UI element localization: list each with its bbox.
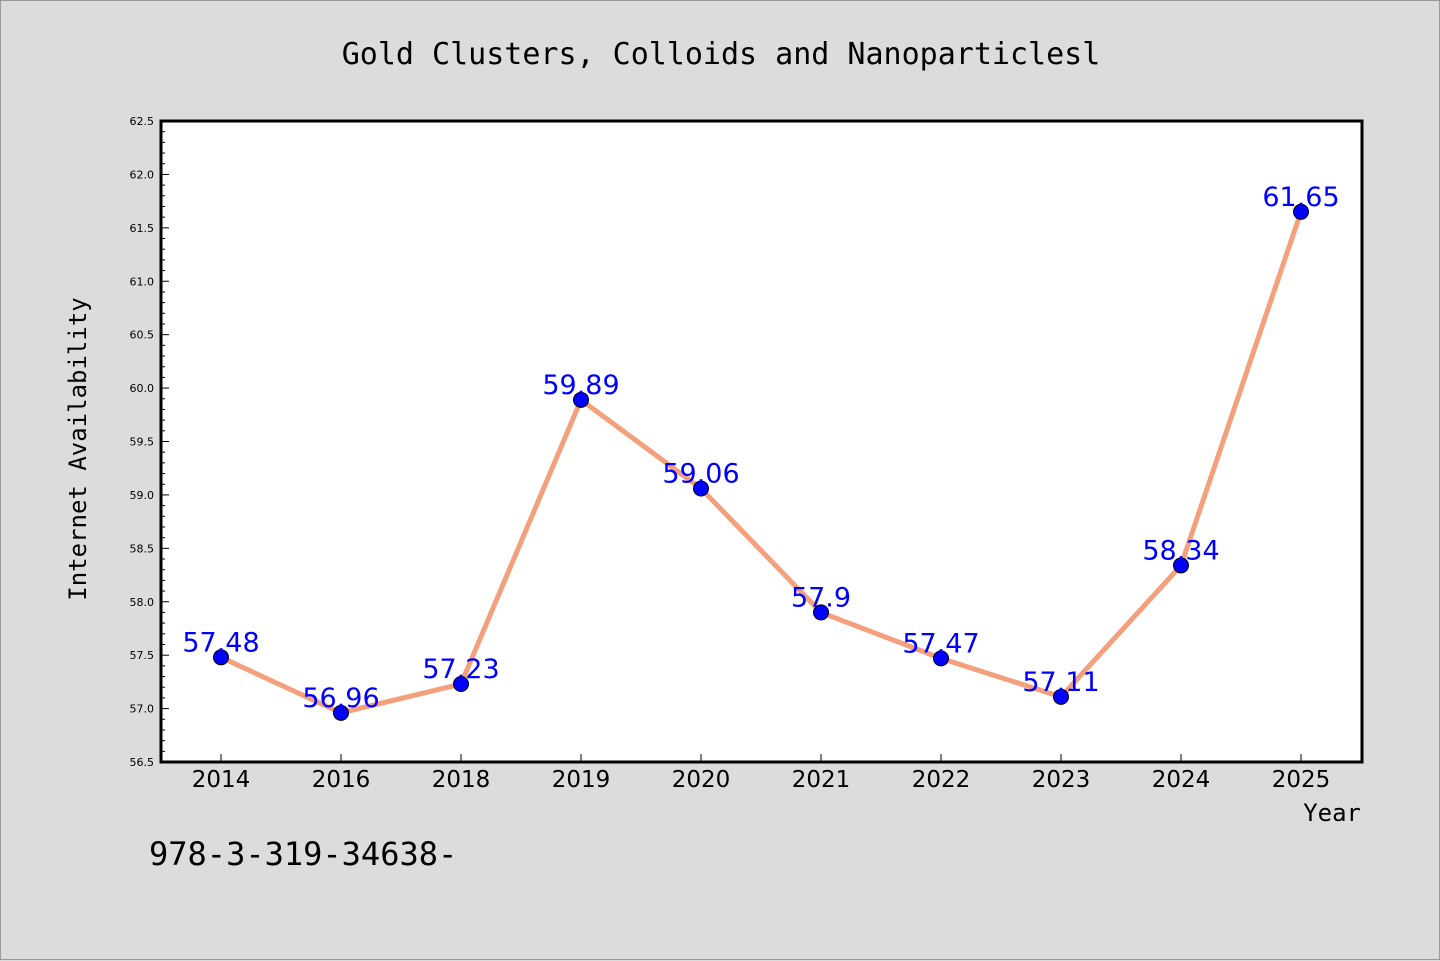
x-tick-label: 2020 [672, 767, 731, 793]
x-tick-label: 2021 [792, 767, 851, 793]
y-tick-label: 59.5 [130, 436, 155, 449]
y-tick-label: 57.0 [130, 703, 155, 716]
x-tick-label: 2018 [432, 767, 491, 793]
data-labels: 57.48 56.96 57.23 59.89 59.06 57.9 57.47 57.11 5… [182, 182, 1339, 714]
data-label: 57.23 [422, 654, 499, 685]
x-tick-label: 2016 [312, 767, 371, 793]
data-point [1053, 688, 1069, 705]
data-point [1173, 557, 1189, 574]
y-tick-label: 59.0 [130, 489, 155, 502]
data-point [813, 604, 829, 621]
plot-area [159, 119, 1364, 764]
y-tick-label: 61.5 [130, 222, 155, 235]
data-point [1293, 203, 1309, 220]
x-tick-label: 2025 [1272, 767, 1331, 793]
data-point [333, 704, 349, 721]
y-tick-label: 60.5 [130, 329, 155, 342]
isbn-annotation: 978-3-319-34638- [149, 835, 457, 873]
data-point [453, 676, 469, 693]
chart-title: Gold Clusters, Colloids and Nanoparticle… [342, 37, 1101, 72]
y-tick-label: 62.0 [130, 168, 155, 181]
data-label: 56.96 [302, 683, 379, 714]
y-tick-label: 58.5 [130, 542, 155, 555]
y-axis-label: Internet Availability [64, 297, 92, 600]
data-point [933, 650, 949, 667]
x-tick-label: 2023 [1032, 767, 1091, 793]
series-line-path [218, 209, 1304, 716]
y-tick-label: 61.0 [130, 275, 155, 288]
data-label: 59.89 [542, 370, 619, 401]
x-tick-label: 2014 [192, 767, 251, 793]
data-point [573, 391, 589, 408]
data-label: 57.9 [791, 582, 851, 613]
data-label: 61.65 [1262, 182, 1339, 213]
data-point [693, 480, 709, 497]
data-label: 59.06 [662, 459, 739, 490]
x-axis-label: Year [1303, 799, 1361, 827]
series-markers [213, 203, 1309, 721]
data-label: 57.48 [182, 627, 259, 658]
data-label: 57.47 [902, 628, 979, 659]
x-axis: 2014 2016 2018 2019 2020 2021 2022 2023 2024 2025 [192, 754, 1331, 793]
data-label: 58.34 [1142, 535, 1219, 566]
y-tick-label: 60.0 [130, 382, 155, 395]
series-line [218, 209, 1304, 716]
y-axis: 56.5 57.0 57.5 58.0 58.5 59.0 59.5 60.0 60.5 61.0… [130, 115, 169, 769]
x-tick-label: 2022 [912, 767, 971, 793]
y-tick-label: 56.5 [130, 756, 155, 769]
y-tick-label: 57.5 [130, 649, 155, 662]
y-tick-label: 62.5 [130, 115, 155, 128]
x-tick-label: 2024 [1152, 767, 1211, 793]
data-point [213, 649, 229, 666]
x-tick-label: 2019 [552, 767, 611, 793]
y-tick-label: 58.0 [130, 596, 155, 609]
data-label: 57.11 [1022, 667, 1099, 698]
